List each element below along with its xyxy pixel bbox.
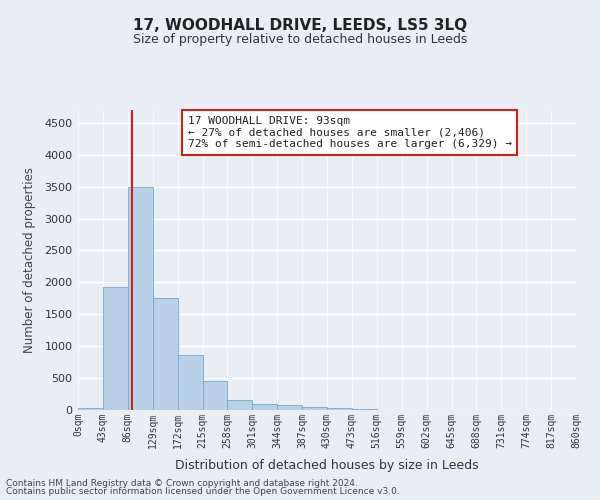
Text: Contains public sector information licensed under the Open Government Licence v3: Contains public sector information licen… [6,488,400,496]
Bar [78,408,103,410]
Y-axis label: Number of detached properties: Number of detached properties [23,167,36,353]
Bar [178,355,203,410]
Bar [227,400,253,410]
Bar [253,404,277,410]
Bar [327,408,352,410]
Text: Contains HM Land Registry data © Crown copyright and database right 2024.: Contains HM Land Registry data © Crown c… [6,478,358,488]
Text: 17 WOODHALL DRIVE: 93sqm
← 27% of detached houses are smaller (2,406)
72% of sem: 17 WOODHALL DRIVE: 93sqm ← 27% of detach… [188,116,512,149]
Bar [277,405,302,410]
Bar [152,298,178,410]
Bar [203,380,227,410]
Bar [352,409,377,410]
X-axis label: Distribution of detached houses by size in Leeds: Distribution of detached houses by size … [175,459,479,472]
Bar [103,288,128,410]
Bar [302,407,327,410]
Text: Size of property relative to detached houses in Leeds: Size of property relative to detached ho… [133,32,467,46]
Text: 17, WOODHALL DRIVE, LEEDS, LS5 3LQ: 17, WOODHALL DRIVE, LEEDS, LS5 3LQ [133,18,467,32]
Bar [128,186,153,410]
